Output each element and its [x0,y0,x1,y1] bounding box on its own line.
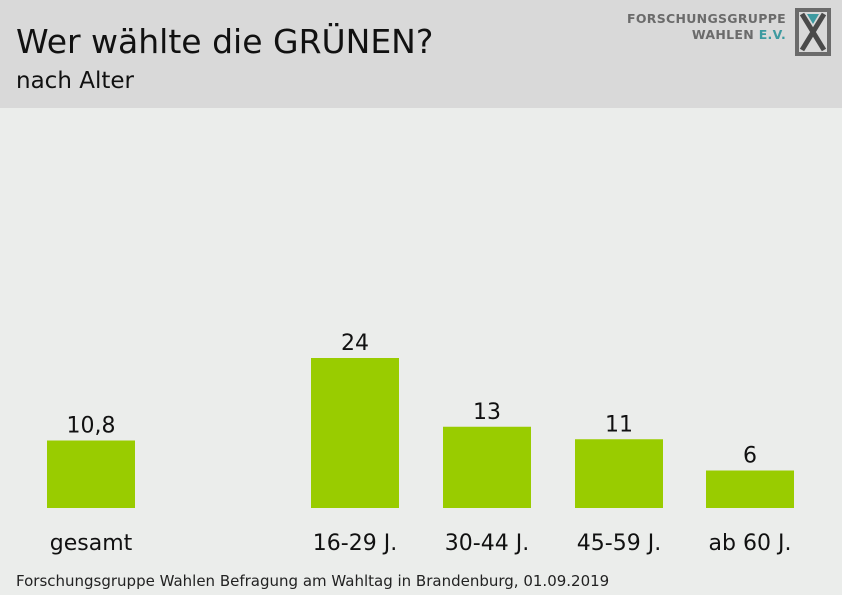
category-label-4: ab 60 J. [709,531,792,556]
chart-subtitle: nach Alter [16,68,134,94]
bar-2 [443,426,531,508]
x-ballot-icon [795,8,831,56]
chart-title: Wer wählte die GRÜNEN? [16,22,434,61]
category-label-0: gesamt [50,531,133,556]
bar-chart: 10,8 gesamt 24 16-29 J. 13 30-44 J. 11 45-59 J.… [47,331,794,556]
value-label-3: 11 [605,412,633,437]
bar-4 [706,470,794,508]
header-bar: Wer wählte die GRÜNEN? nach Alter FORSCH… [0,0,842,108]
logo-line-2: WAHLEN E.V. [692,27,786,42]
value-label-2: 13 [473,400,501,425]
logo-line-2-suffix: E.V. [758,27,786,42]
category-label-2: 30-44 J. [445,531,529,556]
logo-line-2-main: WAHLEN [691,27,755,42]
category-label-3: 45-59 J. [577,531,661,556]
bar-0 [47,440,135,508]
value-label-4: 6 [743,444,757,469]
bar-3 [575,439,663,508]
logo-line-1: FORSCHUNGSGRUPPE [627,11,786,26]
category-label-1: 16-29 J. [313,531,397,556]
fgw-logo: FORSCHUNGSGRUPPE WAHLEN E.V. [627,8,836,58]
source-note: Forschungsgruppe Wahlen Befragung am Wah… [16,572,610,590]
value-label-0: 10,8 [67,414,116,439]
value-label-1: 24 [341,331,369,356]
bar-1 [311,358,399,508]
